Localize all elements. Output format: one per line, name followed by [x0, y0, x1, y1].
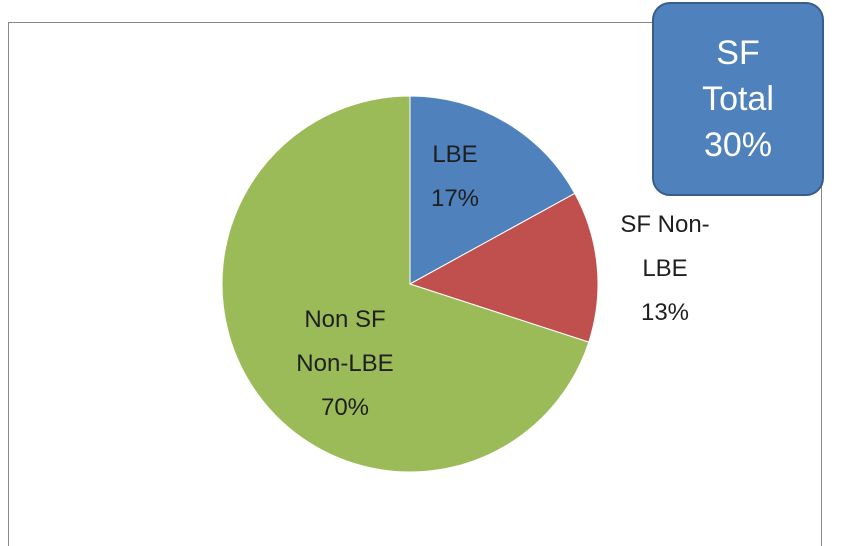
pie-slice	[221, 95, 590, 473]
callout: SF Total 30%	[652, 2, 824, 196]
value-label: 70%	[320, 394, 370, 421]
slice-label: SF Non-LBE 13%	[610, 203, 720, 335]
pie-slice	[408, 192, 599, 343]
value-label: 13%	[640, 299, 690, 326]
callout-text: SF Total 30%	[702, 34, 774, 164]
slice-label: LBE 17%	[405, 133, 505, 221]
slice-label: Non SF Non-LBE 70%	[290, 298, 400, 430]
category-label: LBE	[432, 141, 478, 168]
category-label: Non SF Non-LBE	[296, 306, 394, 377]
pie-slice	[409, 95, 576, 285]
category-label: SF Non-LBE	[620, 211, 710, 282]
value-label: 17%	[430, 185, 480, 212]
